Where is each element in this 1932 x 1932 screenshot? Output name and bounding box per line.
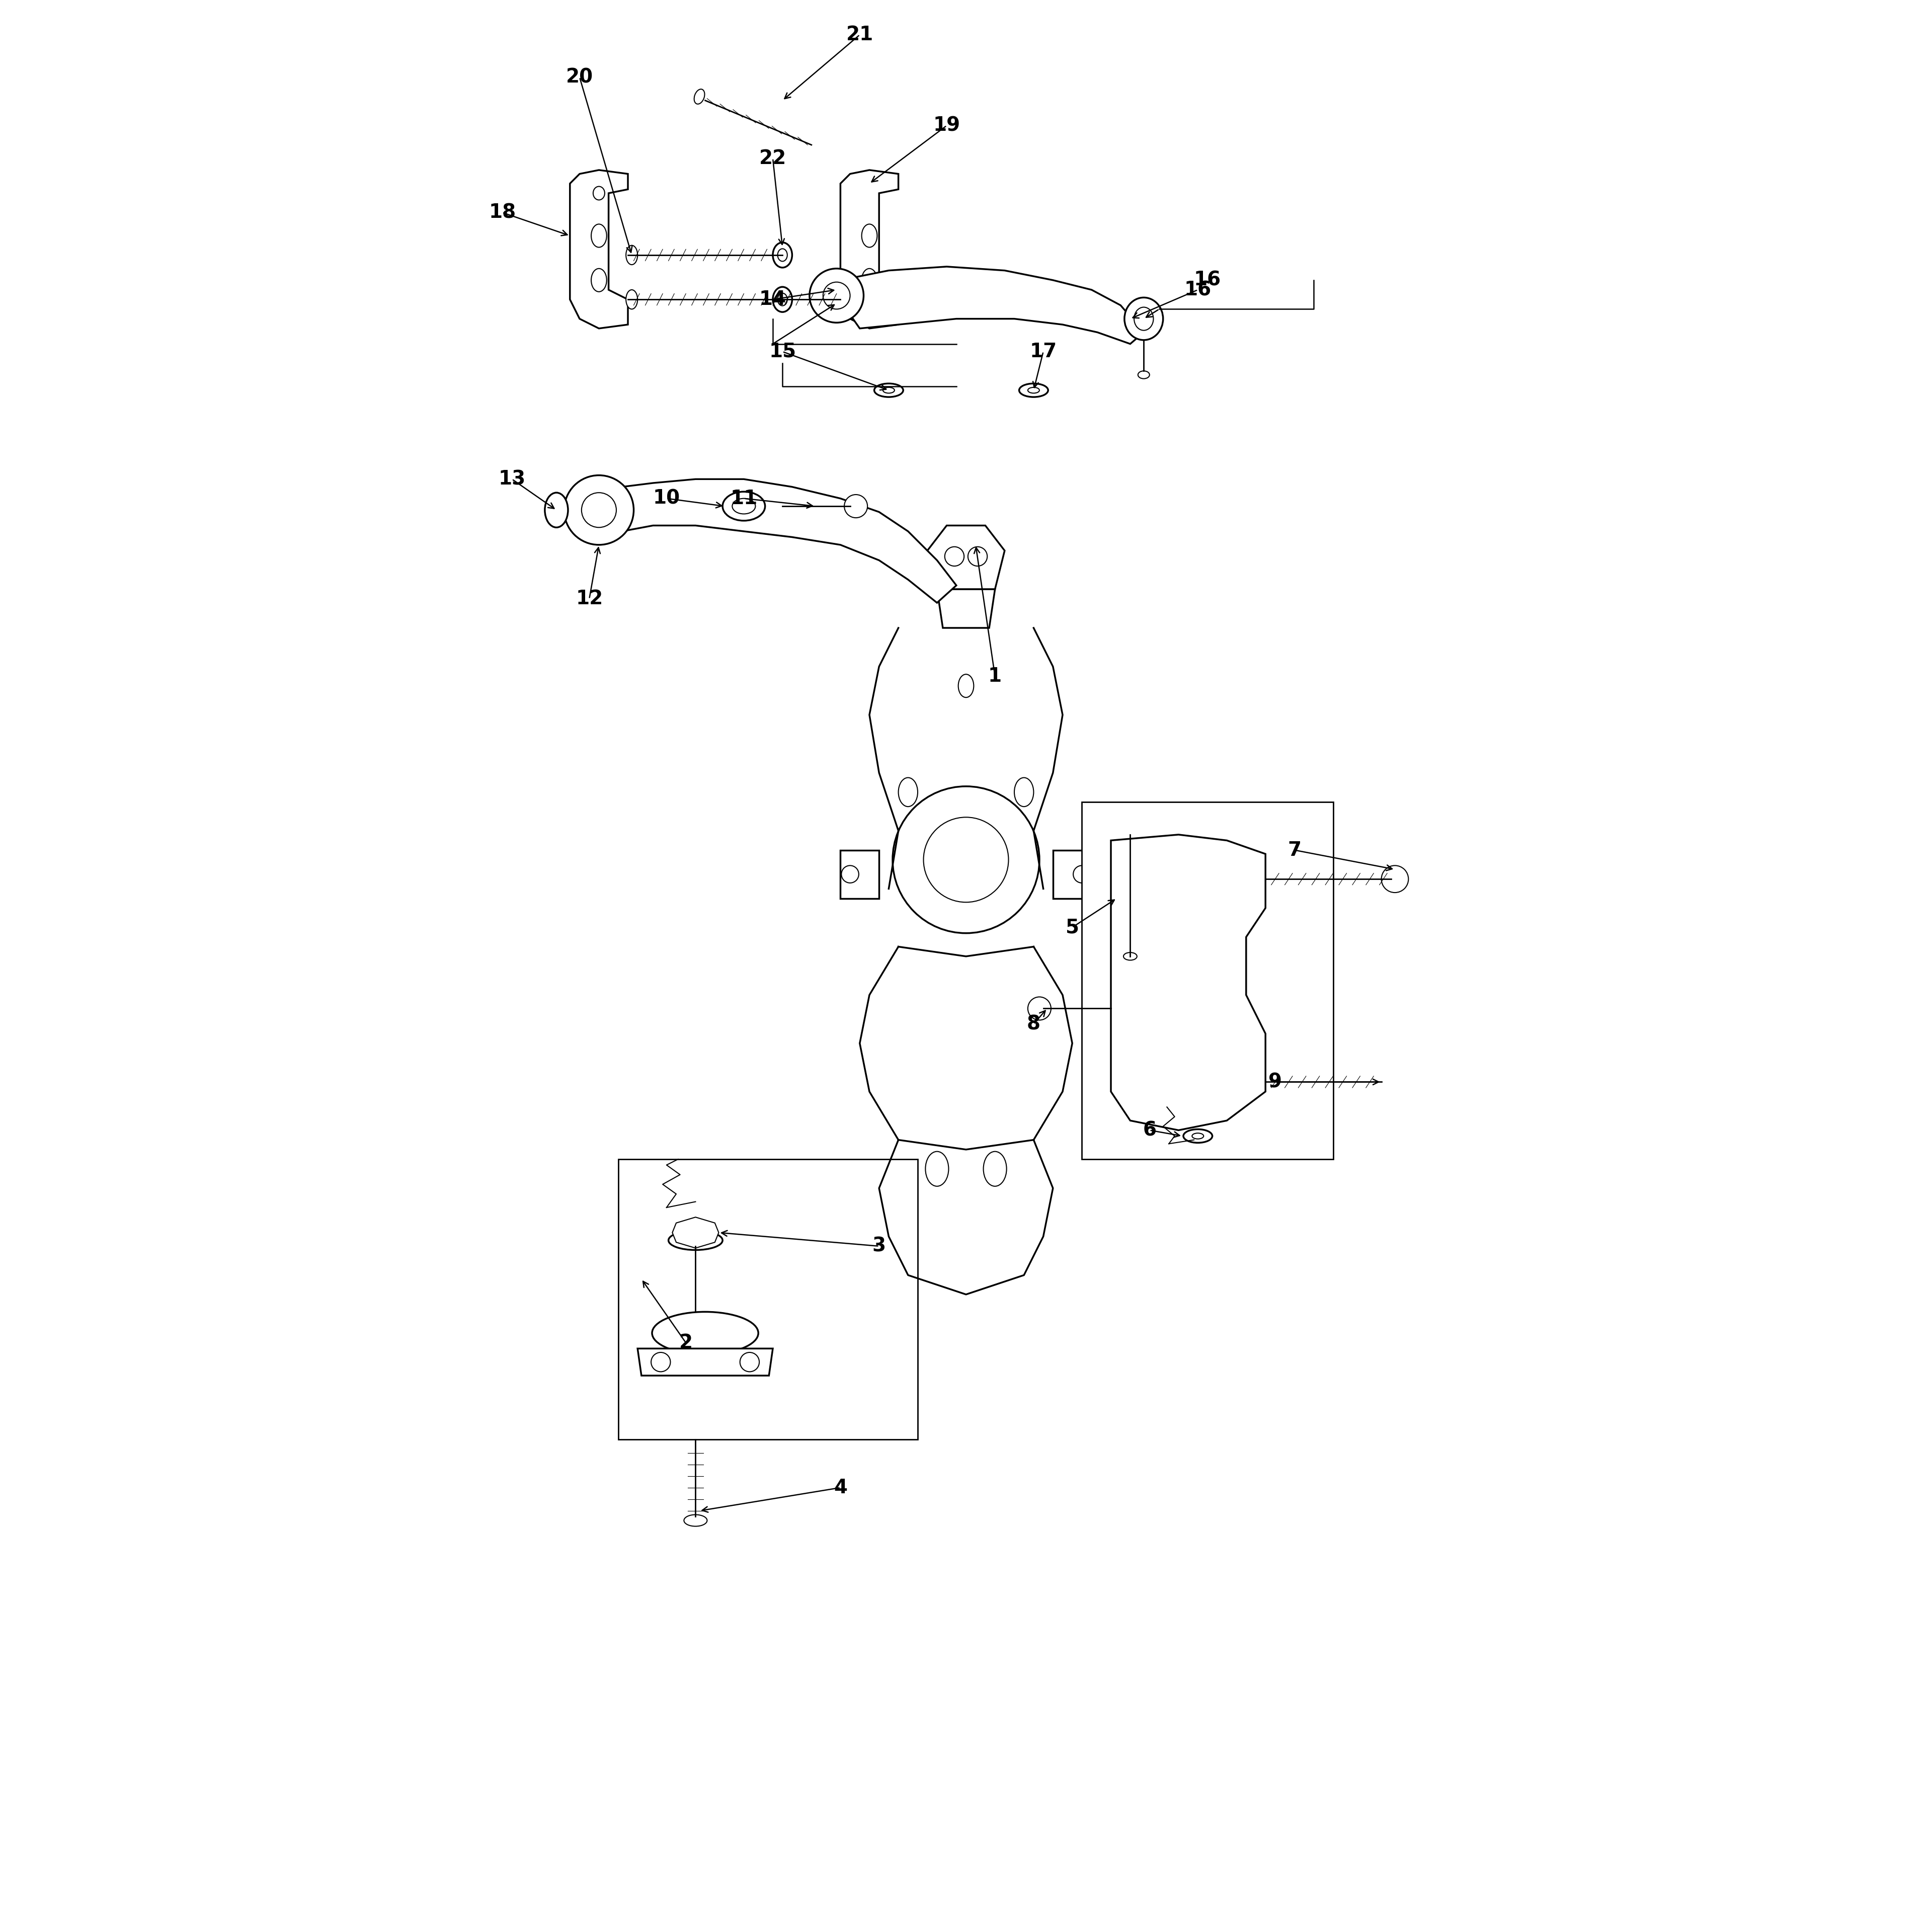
Text: 21: 21 — [846, 25, 873, 44]
Polygon shape — [1111, 835, 1265, 1130]
Circle shape — [893, 786, 1039, 933]
Text: 11: 11 — [730, 489, 757, 508]
Polygon shape — [1053, 850, 1092, 898]
Text: 10: 10 — [653, 489, 680, 508]
Ellipse shape — [732, 498, 755, 514]
Circle shape — [564, 475, 634, 545]
Ellipse shape — [1192, 1132, 1204, 1140]
Ellipse shape — [545, 493, 568, 527]
Circle shape — [823, 282, 850, 309]
Bar — [1082, 802, 1333, 1159]
Text: 14: 14 — [759, 290, 786, 309]
Polygon shape — [840, 170, 898, 328]
Ellipse shape — [1124, 952, 1136, 960]
Ellipse shape — [873, 383, 904, 398]
Ellipse shape — [626, 245, 638, 265]
Text: 1: 1 — [987, 667, 1003, 686]
Ellipse shape — [777, 249, 788, 261]
Text: 16: 16 — [1184, 280, 1211, 299]
Ellipse shape — [1182, 1128, 1213, 1144]
Polygon shape — [840, 850, 879, 898]
Circle shape — [582, 493, 616, 527]
Polygon shape — [638, 1349, 773, 1376]
Text: 4: 4 — [833, 1478, 848, 1497]
Ellipse shape — [773, 243, 792, 269]
Polygon shape — [927, 526, 1005, 589]
Text: 7: 7 — [1287, 840, 1302, 860]
Circle shape — [1381, 866, 1408, 893]
Text: 20: 20 — [566, 68, 593, 87]
Text: 22: 22 — [759, 149, 786, 168]
Ellipse shape — [1134, 307, 1153, 330]
Circle shape — [923, 817, 1009, 902]
Ellipse shape — [694, 89, 705, 104]
Circle shape — [1028, 997, 1051, 1020]
Text: 6: 6 — [1142, 1121, 1157, 1140]
Polygon shape — [840, 267, 1144, 344]
Polygon shape — [589, 479, 956, 603]
Ellipse shape — [773, 288, 792, 313]
Polygon shape — [937, 589, 995, 628]
Ellipse shape — [1138, 371, 1150, 379]
Polygon shape — [672, 1217, 719, 1248]
Text: 13: 13 — [498, 469, 526, 489]
Circle shape — [844, 495, 867, 518]
Ellipse shape — [684, 1515, 707, 1526]
Ellipse shape — [676, 1229, 715, 1242]
Ellipse shape — [653, 1312, 757, 1354]
Text: 12: 12 — [576, 589, 603, 609]
Text: 8: 8 — [1026, 1014, 1041, 1034]
Text: 2: 2 — [678, 1333, 694, 1352]
Ellipse shape — [1028, 386, 1039, 394]
Text: 16: 16 — [1194, 270, 1221, 290]
Polygon shape — [570, 170, 628, 328]
Text: 3: 3 — [871, 1236, 887, 1256]
Ellipse shape — [723, 491, 765, 522]
Ellipse shape — [668, 1231, 723, 1250]
Ellipse shape — [1020, 383, 1049, 398]
Bar — [618, 1159, 918, 1439]
Text: 18: 18 — [489, 203, 516, 222]
Text: 19: 19 — [933, 116, 960, 135]
Text: 5: 5 — [1065, 918, 1080, 937]
Text: 17: 17 — [1030, 342, 1057, 361]
Text: 15: 15 — [769, 342, 796, 361]
Text: 9: 9 — [1267, 1072, 1283, 1092]
Ellipse shape — [883, 386, 895, 394]
Ellipse shape — [777, 294, 788, 305]
Ellipse shape — [626, 290, 638, 309]
Ellipse shape — [1124, 298, 1163, 340]
Circle shape — [810, 269, 864, 323]
